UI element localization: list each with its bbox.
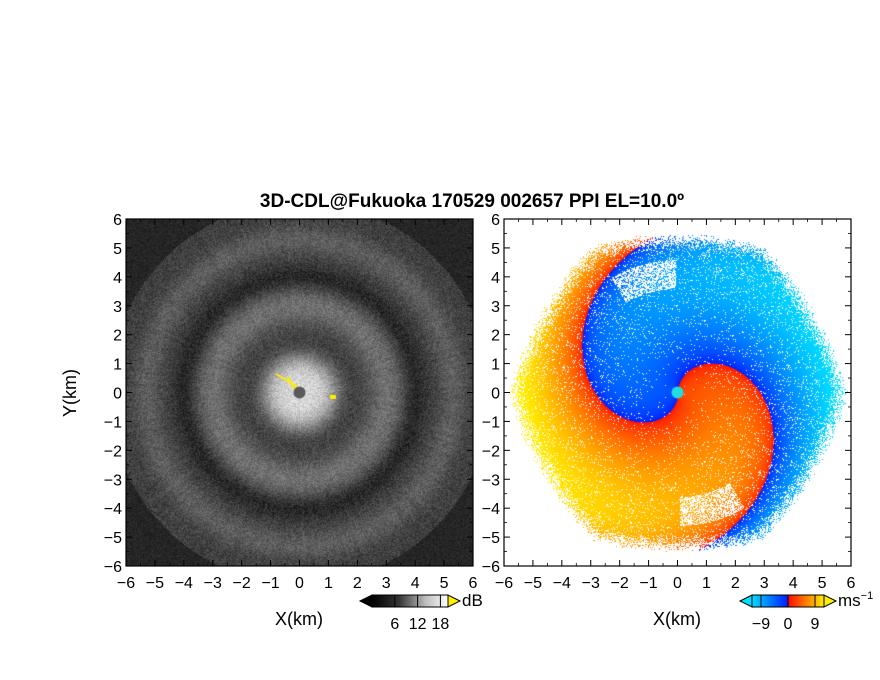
reflectivity-xlabel: X(km) [275,609,323,629]
y-tick-label: 2 [113,328,122,345]
x-tick-label: −3 [204,575,222,592]
x-tick-label: 0 [673,575,682,592]
x-tick-label: 6 [469,575,478,592]
x-tick-label: −5 [524,575,542,592]
x-tick-label: −5 [146,575,164,592]
y-tick-label: 4 [113,270,122,287]
y-tick-label: 4 [491,270,500,287]
colorbar-unit: ms−1 [838,590,873,610]
colorbar-under-arrow [738,594,753,608]
colorbar-tick-label: −9 [752,616,770,633]
colorbar-tick-label: 9 [811,616,820,633]
y-tick-label: −2 [482,443,500,460]
colorbar-tick-label: 0 [784,616,793,633]
reflectivity-image [126,219,473,566]
y-tick-label: −2 [104,443,122,460]
x-tick-label: −2 [611,575,629,592]
x-tick-label: −4 [175,575,193,592]
figure-title: 3D-CDL@Fukuoka 170529 002657 PPI EL=10.0… [260,191,684,212]
y-tick-label: −3 [104,472,122,489]
reflectivity-axes: −6 −5 −4 −3 −2 −1 0 1 2 3 4 5 6 −6 −5 −4 −3 −2 −1 0 1 2 3 4 5 6 [104,212,478,592]
colorbar-over-arrow [447,594,462,608]
x-tick-label: 2 [353,575,362,592]
x-tick-label: 6 [847,575,856,592]
x-tick-label: −2 [233,575,251,592]
y-tick-label: 3 [113,299,122,316]
colorbar-tick-label: 6 [390,616,399,633]
y-tick-label: 5 [113,241,122,258]
x-tick-label: −1 [639,575,657,592]
y-tick-label: −6 [482,559,500,576]
x-tick-label: 1 [324,575,333,592]
x-tick-label: 5 [818,575,827,592]
x-tick-label: −4 [553,575,571,592]
reflectivity-ylabel: Y(km) [60,369,80,417]
colorbar-unit: dB [462,591,483,610]
y-tick-label: 1 [113,357,122,374]
y-tick-label: −5 [104,530,122,547]
x-tick-label: 4 [411,575,420,592]
x-tick-label: 0 [295,575,304,592]
x-tick-label: −6 [495,575,513,592]
colorbar-tick-label: 12 [409,616,427,633]
velocity-panel: −6 −5 −4 −3 −2 −1 0 1 2 3 4 5 6 −6 −5 −4 −3 −2 −1 0 1 2 3 4 5 6 X… [482,212,873,633]
y-tick-label: −4 [104,501,122,518]
x-tick-label: −3 [582,575,600,592]
x-tick-label: 5 [440,575,449,592]
x-tick-label: 3 [382,575,391,592]
velocity-colorbar: −9 0 9 ms−1 [738,590,873,633]
y-tick-label: 2 [491,328,500,345]
x-tick-label: 2 [731,575,740,592]
colorbar-under-arrow [358,594,373,608]
colorbar-tick-label: 18 [432,616,450,633]
velocity-image [504,219,851,566]
y-tick-label: 6 [113,212,122,229]
x-tick-label: −6 [117,575,135,592]
y-tick-label: 1 [491,357,500,374]
reflectivity-colorbar: 6 12 18 dB [358,591,483,633]
y-tick-label: −4 [482,501,500,518]
velocity-xlabel: X(km) [653,609,701,629]
y-tick-label: 5 [491,241,500,258]
x-tick-label: 1 [702,575,711,592]
y-tick-label: −3 [482,472,500,489]
colorbar-ramp [371,594,449,608]
x-tick-label: −1 [261,575,279,592]
x-tick-label: 3 [760,575,769,592]
y-tick-label: 0 [491,386,500,403]
y-tick-label: −5 [482,530,500,547]
x-tick-label: 4 [789,575,798,592]
y-tick-label: 3 [491,299,500,316]
velocity-axes: −6 −5 −4 −3 −2 −1 0 1 2 3 4 5 6 −6 −5 −4 −3 −2 −1 0 1 2 3 4 5 6 [482,212,856,592]
y-tick-label: −1 [104,414,122,431]
y-tick-label: −6 [104,559,122,576]
y-tick-label: 0 [113,386,122,403]
y-tick-label: 6 [491,212,500,229]
colorbar-over-arrow [823,594,838,608]
y-tick-label: −1 [482,414,500,431]
